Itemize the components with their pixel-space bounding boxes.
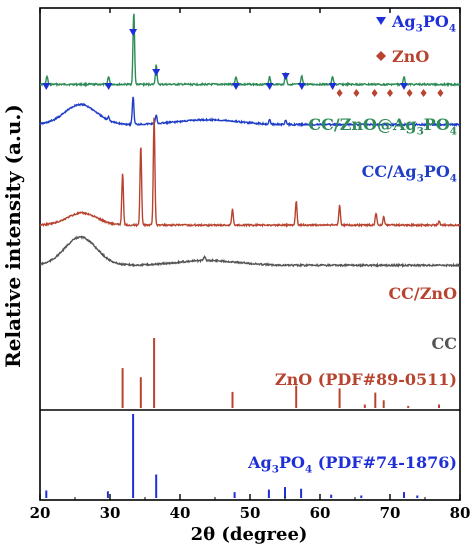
series-line-CC	[39, 235, 461, 269]
legend: Ag3PO4 ZnO	[376, 12, 456, 66]
legend-label: Ag3PO4	[391, 12, 456, 34]
subscript: 3	[417, 172, 424, 184]
label-text: CC/ZnO@Ag	[308, 115, 416, 134]
ag3po4-marker	[129, 29, 138, 36]
ag3po4-marker	[232, 83, 240, 90]
zno-marker	[336, 89, 343, 97]
x-tick-label: 60	[310, 504, 331, 522]
ag3po4-marker	[104, 83, 113, 90]
x-tick-label: 70	[380, 504, 401, 522]
series-line-CC/ZnO@Ag3PO4	[39, 13, 461, 88]
zno-marker	[420, 89, 427, 97]
subscript: 4	[449, 22, 456, 34]
zno-marker	[371, 89, 378, 97]
zno-marker	[406, 89, 413, 97]
label-text: PO	[424, 162, 450, 181]
subscript: 3	[417, 125, 424, 137]
axis-layer: 2θ (degree) Relative intensity (a.u.) 20…	[1, 8, 470, 545]
zno-marker	[387, 89, 393, 97]
reference-layer	[45, 338, 440, 498]
x-tick-label: 50	[240, 504, 261, 522]
zno-marker	[437, 89, 444, 97]
label-text: ZnO (PDF#89-0511)	[275, 370, 457, 389]
subscript: 3	[416, 22, 423, 34]
ag3po4-marker	[265, 83, 274, 90]
marker-layer	[42, 29, 444, 97]
label-text: Ag	[247, 453, 272, 472]
ag3po4-marker	[297, 83, 306, 90]
label-text: CC/ZnO	[388, 284, 457, 303]
reference-label: Ag3PO4 (PDF#74-1876)	[247, 453, 457, 475]
subscript: 4	[450, 125, 457, 137]
label-text: PO	[423, 12, 449, 31]
label-text: PO	[279, 453, 305, 472]
label-text: CC/Ag	[362, 162, 417, 181]
ag3po4-marker	[42, 83, 51, 90]
x-tick-label: 30	[100, 504, 121, 522]
series-label: CC/Ag3PO4	[362, 162, 457, 184]
legend-triangle-icon	[376, 17, 386, 25]
x-tick-label: 80	[450, 504, 471, 522]
ag3po4-marker	[152, 69, 161, 76]
subscript: 4	[305, 463, 312, 475]
x-tick-label: 20	[30, 504, 51, 522]
series-label: CC/ZnO	[388, 284, 457, 303]
y-axis-label: Relative intensity (a.u.)	[1, 104, 25, 368]
label-text: (PDF#74-1876)	[312, 453, 457, 472]
reference-label: ZnO (PDF#89-0511)	[275, 370, 457, 389]
series-label: CC	[432, 334, 457, 353]
label-text: PO	[424, 115, 450, 134]
ag3po4-marker	[328, 83, 337, 90]
x-tick-label: 40	[170, 504, 191, 522]
subscript: 4	[450, 172, 457, 184]
series-line-CC/Ag3PO4	[39, 96, 461, 128]
x-axis-label: 2θ (degree)	[191, 524, 308, 545]
ag3po4-marker	[400, 83, 408, 90]
legend-diamond-icon	[376, 51, 386, 61]
label-text: Ag	[391, 12, 416, 31]
label-text: CC	[432, 334, 457, 353]
label-text: ZnO	[392, 47, 429, 66]
series-label: CC/ZnO@Ag3PO4	[308, 115, 457, 137]
series-line-CC/ZnO	[39, 117, 461, 228]
subscript: 3	[272, 463, 279, 475]
ag3po4-marker	[281, 73, 290, 80]
zno-marker	[353, 89, 360, 97]
series-layer	[39, 13, 461, 269]
legend-label: ZnO	[392, 47, 429, 66]
